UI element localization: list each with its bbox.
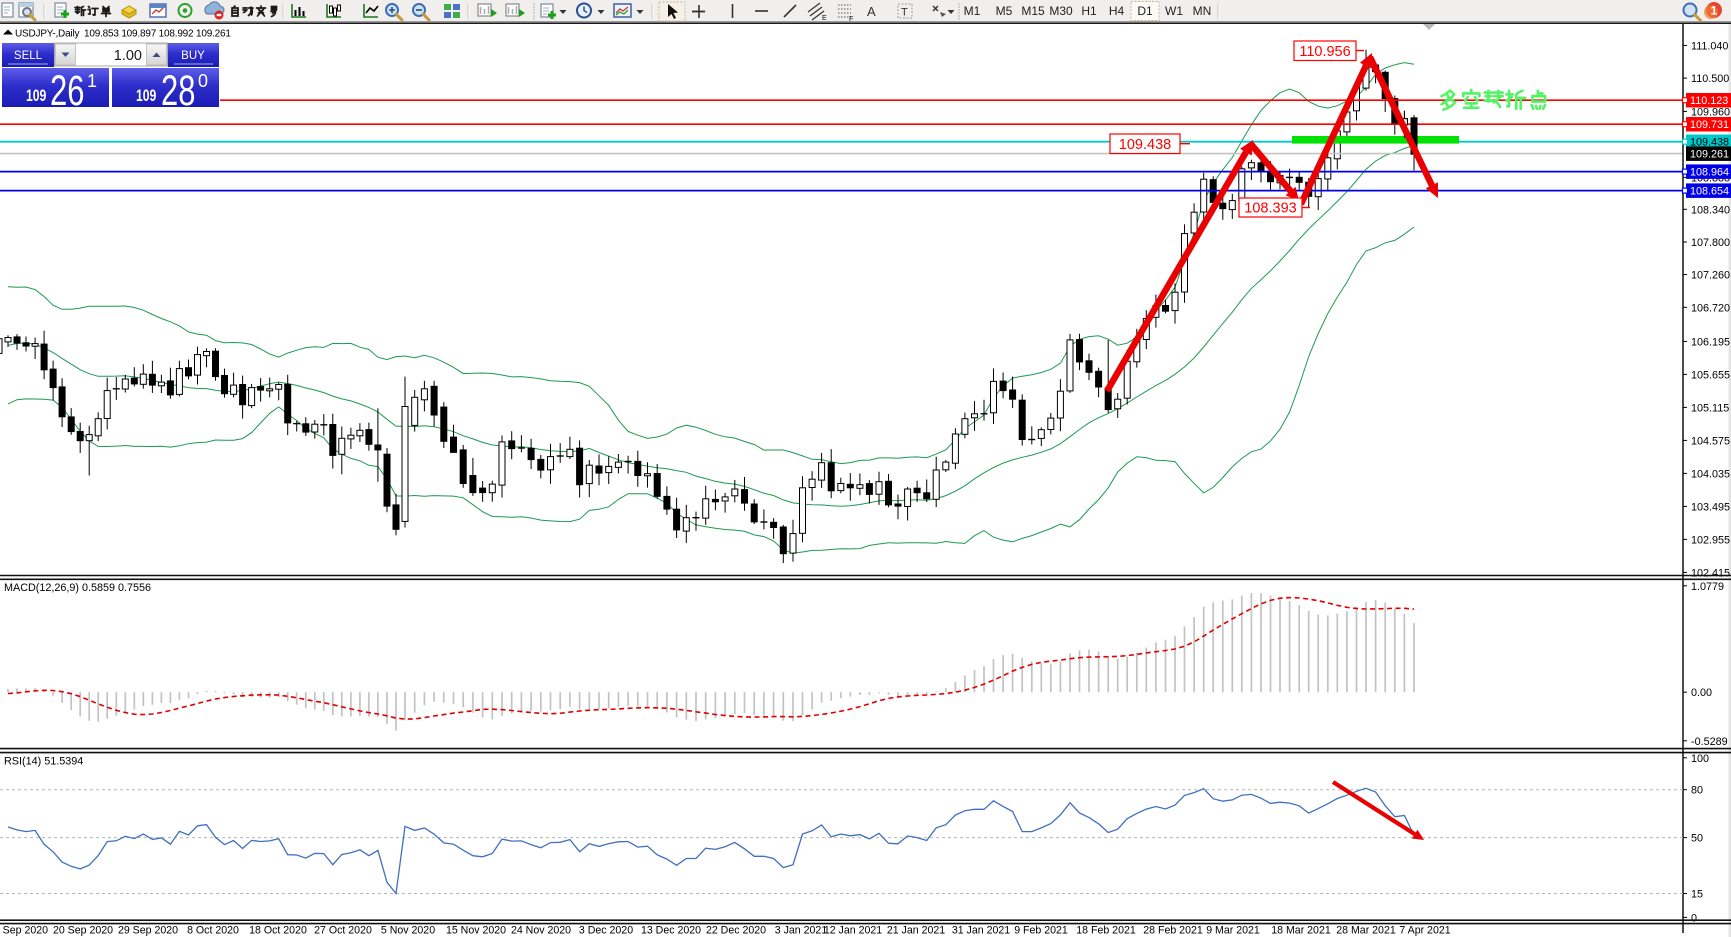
svg-text:107.260: 107.260 (1691, 270, 1730, 282)
svg-text:8 Oct 2020: 8 Oct 2020 (187, 925, 239, 937)
svg-text:102.955: 102.955 (1691, 534, 1730, 546)
svg-text:W1: W1 (1165, 4, 1183, 18)
svg-text:108.340: 108.340 (1691, 204, 1730, 216)
svg-text:F: F (849, 16, 853, 23)
svg-text:12 Jan 2021: 12 Jan 2021 (824, 925, 882, 937)
svg-text:26: 26 (50, 66, 84, 114)
svg-text:109.438: 109.438 (1119, 137, 1171, 153)
svg-text:105.655: 105.655 (1691, 369, 1730, 381)
svg-text:A: A (867, 4, 876, 19)
svg-text:15 Nov 2020: 15 Nov 2020 (446, 925, 506, 937)
svg-text:D1: D1 (1137, 4, 1153, 18)
svg-text:E: E (822, 15, 827, 22)
svg-text:27 Oct 2020: 27 Oct 2020 (314, 925, 372, 937)
svg-text:18 Oct 2020: 18 Oct 2020 (249, 925, 307, 937)
svg-text:5 Nov 2020: 5 Nov 2020 (381, 925, 435, 937)
svg-text:M30: M30 (1049, 4, 1073, 18)
svg-text:MACD(12,26,9) 0.5859 0.7556: MACD(12,26,9) 0.5859 0.7556 (4, 582, 151, 594)
svg-text:109.960: 109.960 (1691, 106, 1730, 118)
svg-text:1.00: 1.00 (114, 48, 142, 64)
svg-text:111.040: 111.040 (1691, 40, 1728, 52)
svg-text:24 Nov 2020: 24 Nov 2020 (511, 925, 571, 937)
svg-text:USDJPY-,Daily: USDJPY-,Daily (15, 29, 79, 40)
svg-text:20 Sep 2020: 20 Sep 2020 (53, 925, 113, 937)
svg-text:109: 109 (136, 87, 156, 105)
svg-text:7 Apr 2021: 7 Apr 2021 (1399, 925, 1450, 937)
svg-text:T: T (901, 7, 908, 19)
svg-text:SELL: SELL (14, 50, 43, 62)
svg-text:10 Sep 2020: 10 Sep 2020 (0, 925, 48, 937)
svg-text:100: 100 (1691, 753, 1709, 765)
svg-text:1.0779: 1.0779 (1691, 581, 1724, 593)
svg-text:104.575: 104.575 (1691, 435, 1730, 447)
svg-text:110.956: 110.956 (1299, 44, 1350, 60)
svg-text:28 Feb 2021: 28 Feb 2021 (1143, 925, 1203, 937)
svg-text:102.415: 102.415 (1691, 567, 1730, 579)
svg-text:28 Mar 2021: 28 Mar 2021 (1336, 925, 1396, 937)
svg-text:18 Mar 2021: 18 Mar 2021 (1271, 925, 1331, 937)
svg-text:M1: M1 (964, 4, 981, 18)
svg-text:BUY: BUY (181, 50, 205, 62)
svg-text:0: 0 (1691, 912, 1697, 924)
svg-text:103.495: 103.495 (1691, 501, 1730, 513)
svg-text:H4: H4 (1109, 4, 1125, 18)
svg-text:109.853 109.897 108.992 109.26: 109.853 109.897 108.992 109.261 (84, 29, 231, 40)
svg-text:9 Mar 2021: 9 Mar 2021 (1206, 925, 1260, 937)
svg-text:18 Feb 2021: 18 Feb 2021 (1076, 925, 1136, 937)
svg-text:108.964: 108.964 (1690, 167, 1729, 179)
svg-text:109.261: 109.261 (1690, 149, 1729, 161)
svg-text:109: 109 (26, 87, 46, 105)
svg-text:29 Sep 2020: 29 Sep 2020 (118, 925, 178, 937)
svg-text:108.393: 108.393 (1244, 201, 1296, 217)
svg-text:110.500: 110.500 (1691, 73, 1729, 85)
svg-text:9 Feb 2021: 9 Feb 2021 (1014, 925, 1068, 937)
svg-text:15: 15 (1691, 889, 1703, 901)
svg-text:109.438: 109.438 (1690, 137, 1729, 149)
svg-text:106.195: 106.195 (1691, 336, 1730, 348)
svg-text:108.654: 108.654 (1690, 186, 1729, 198)
svg-text:0.00: 0.00 (1691, 687, 1712, 699)
svg-text:3 Jan 2021: 3 Jan 2021 (775, 925, 828, 937)
svg-text:109.731: 109.731 (1690, 119, 1729, 131)
svg-text:M15: M15 (1021, 4, 1045, 18)
svg-text:50: 50 (1691, 833, 1703, 845)
svg-text:105.115: 105.115 (1691, 402, 1729, 414)
svg-text:-0.5289: -0.5289 (1691, 736, 1728, 748)
svg-text:21 Jan 2021: 21 Jan 2021 (887, 925, 945, 937)
svg-text:22 Dec 2020: 22 Dec 2020 (706, 925, 766, 937)
svg-text:H1: H1 (1081, 4, 1097, 18)
svg-text:31 Jan 2021: 31 Jan 2021 (952, 925, 1010, 937)
svg-text:110.123: 110.123 (1690, 95, 1728, 107)
svg-text:28: 28 (161, 66, 195, 114)
svg-text:13 Dec 2020: 13 Dec 2020 (641, 925, 701, 937)
svg-text:107.800: 107.800 (1691, 237, 1730, 249)
svg-text:80: 80 (1691, 785, 1703, 797)
svg-text:1: 1 (87, 71, 97, 91)
svg-text:M5: M5 (996, 4, 1013, 18)
svg-text:MN: MN (1193, 4, 1212, 18)
svg-text:1: 1 (1711, 4, 1718, 18)
svg-text:0: 0 (198, 71, 208, 91)
svg-text:106.720: 106.720 (1691, 302, 1730, 314)
svg-text:104.035: 104.035 (1691, 468, 1730, 480)
svg-text:3 Dec 2020: 3 Dec 2020 (579, 925, 633, 937)
svg-text:RSI(14) 51.5394: RSI(14) 51.5394 (4, 756, 83, 768)
